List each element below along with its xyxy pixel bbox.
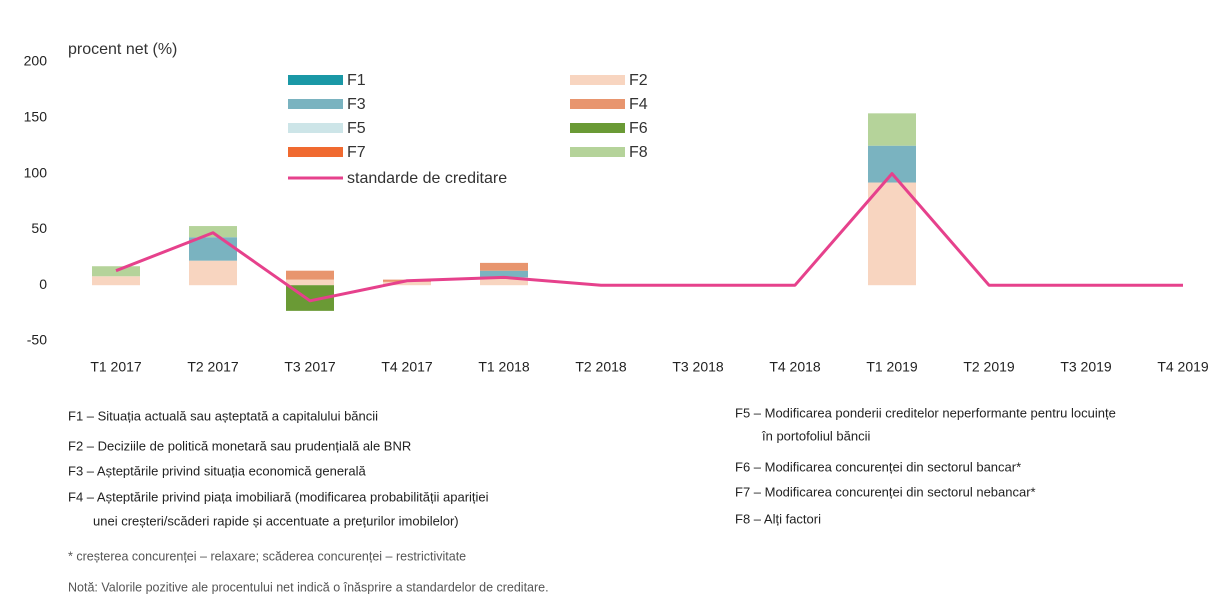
legend-swatch bbox=[288, 123, 343, 133]
bar-segment bbox=[92, 266, 140, 277]
x-tick-label: T4 2017 bbox=[381, 359, 433, 375]
x-tick-label: T4 2018 bbox=[769, 359, 821, 375]
y-tick-label: 0 bbox=[39, 276, 47, 292]
legend-label: F4 bbox=[629, 96, 648, 113]
x-tick-label: T4 2019 bbox=[1157, 359, 1209, 375]
line bbox=[115, 172, 1183, 303]
note-item: F2 – Deciziile de politică monetară sau … bbox=[68, 438, 411, 453]
legend-label: F3 bbox=[347, 96, 366, 113]
legend-label: F5 bbox=[347, 120, 366, 137]
note: Notă: Valorile pozitive ale procentului … bbox=[68, 580, 549, 594]
x-tick-label: T1 2017 bbox=[90, 359, 142, 375]
legend-label: standarde de creditare bbox=[347, 170, 507, 187]
y-tick-label: 150 bbox=[24, 109, 48, 125]
note-item: F1 – Situația actuală sau așteptată a ca… bbox=[68, 408, 378, 423]
x-tick-label: T3 2019 bbox=[1060, 359, 1112, 375]
legend-swatch bbox=[570, 75, 625, 85]
bar-segment bbox=[868, 113, 916, 146]
note-item: F6 – Modificarea concurenței din sectoru… bbox=[735, 459, 1021, 474]
note-item: F8 – Alți factori bbox=[735, 511, 821, 526]
bar-segment bbox=[189, 260, 237, 286]
note-item: F7 – Modificarea concurenței din sectoru… bbox=[735, 484, 1036, 499]
bar-segment bbox=[480, 277, 528, 286]
bar-segment bbox=[189, 237, 237, 261]
note-item: F5 – Modificarea ponderii creditelor nep… bbox=[735, 405, 1116, 420]
legend-swatch bbox=[570, 123, 625, 133]
x-tick-label: T1 2018 bbox=[478, 359, 530, 375]
legend-label: F8 bbox=[629, 144, 648, 161]
legend-swatch bbox=[570, 99, 625, 109]
bar-segment bbox=[286, 279, 334, 286]
legend-swatch bbox=[288, 147, 343, 157]
legend-swatch bbox=[288, 75, 343, 85]
bar-segment bbox=[480, 262, 528, 271]
y-axis-label: procent net (%) bbox=[68, 41, 177, 58]
x-tick-label: T1 2019 bbox=[866, 359, 918, 375]
bar-segment bbox=[286, 270, 334, 280]
y-tick-label: -50 bbox=[27, 332, 47, 348]
legend-label: F1 bbox=[347, 72, 366, 89]
legend-swatch bbox=[288, 99, 343, 109]
legend-swatch bbox=[570, 147, 625, 157]
y-tick-label: 50 bbox=[31, 220, 47, 236]
x-tick-label: T2 2017 bbox=[187, 359, 239, 375]
bar-segment bbox=[383, 281, 431, 286]
note-item: unei creșteri/scăderi rapide și accentua… bbox=[93, 513, 459, 528]
x-tick-label: T2 2018 bbox=[575, 359, 627, 375]
y-tick-label: 100 bbox=[24, 164, 48, 180]
bar-segment bbox=[868, 182, 916, 286]
bar-segment bbox=[868, 145, 916, 183]
bar-segment bbox=[480, 270, 528, 278]
note-item: în portofoliul băncii bbox=[761, 428, 871, 443]
note-item: F3 – Așteptările privind situația econom… bbox=[68, 463, 366, 478]
note-item: F4 – Așteptările privind piața imobiliar… bbox=[68, 489, 489, 504]
footnote: * creșterea concurenței – relaxare; scăd… bbox=[68, 549, 466, 563]
legend-label: F2 bbox=[629, 72, 648, 89]
x-tick-label: T3 2017 bbox=[284, 359, 336, 375]
legend-label: F7 bbox=[347, 144, 366, 161]
x-tick-label: T2 2019 bbox=[963, 359, 1015, 375]
y-tick-label: 200 bbox=[24, 53, 48, 69]
bar-segment bbox=[92, 276, 140, 286]
legend-label: F6 bbox=[629, 120, 648, 137]
x-tick-label: T3 2018 bbox=[672, 359, 724, 375]
